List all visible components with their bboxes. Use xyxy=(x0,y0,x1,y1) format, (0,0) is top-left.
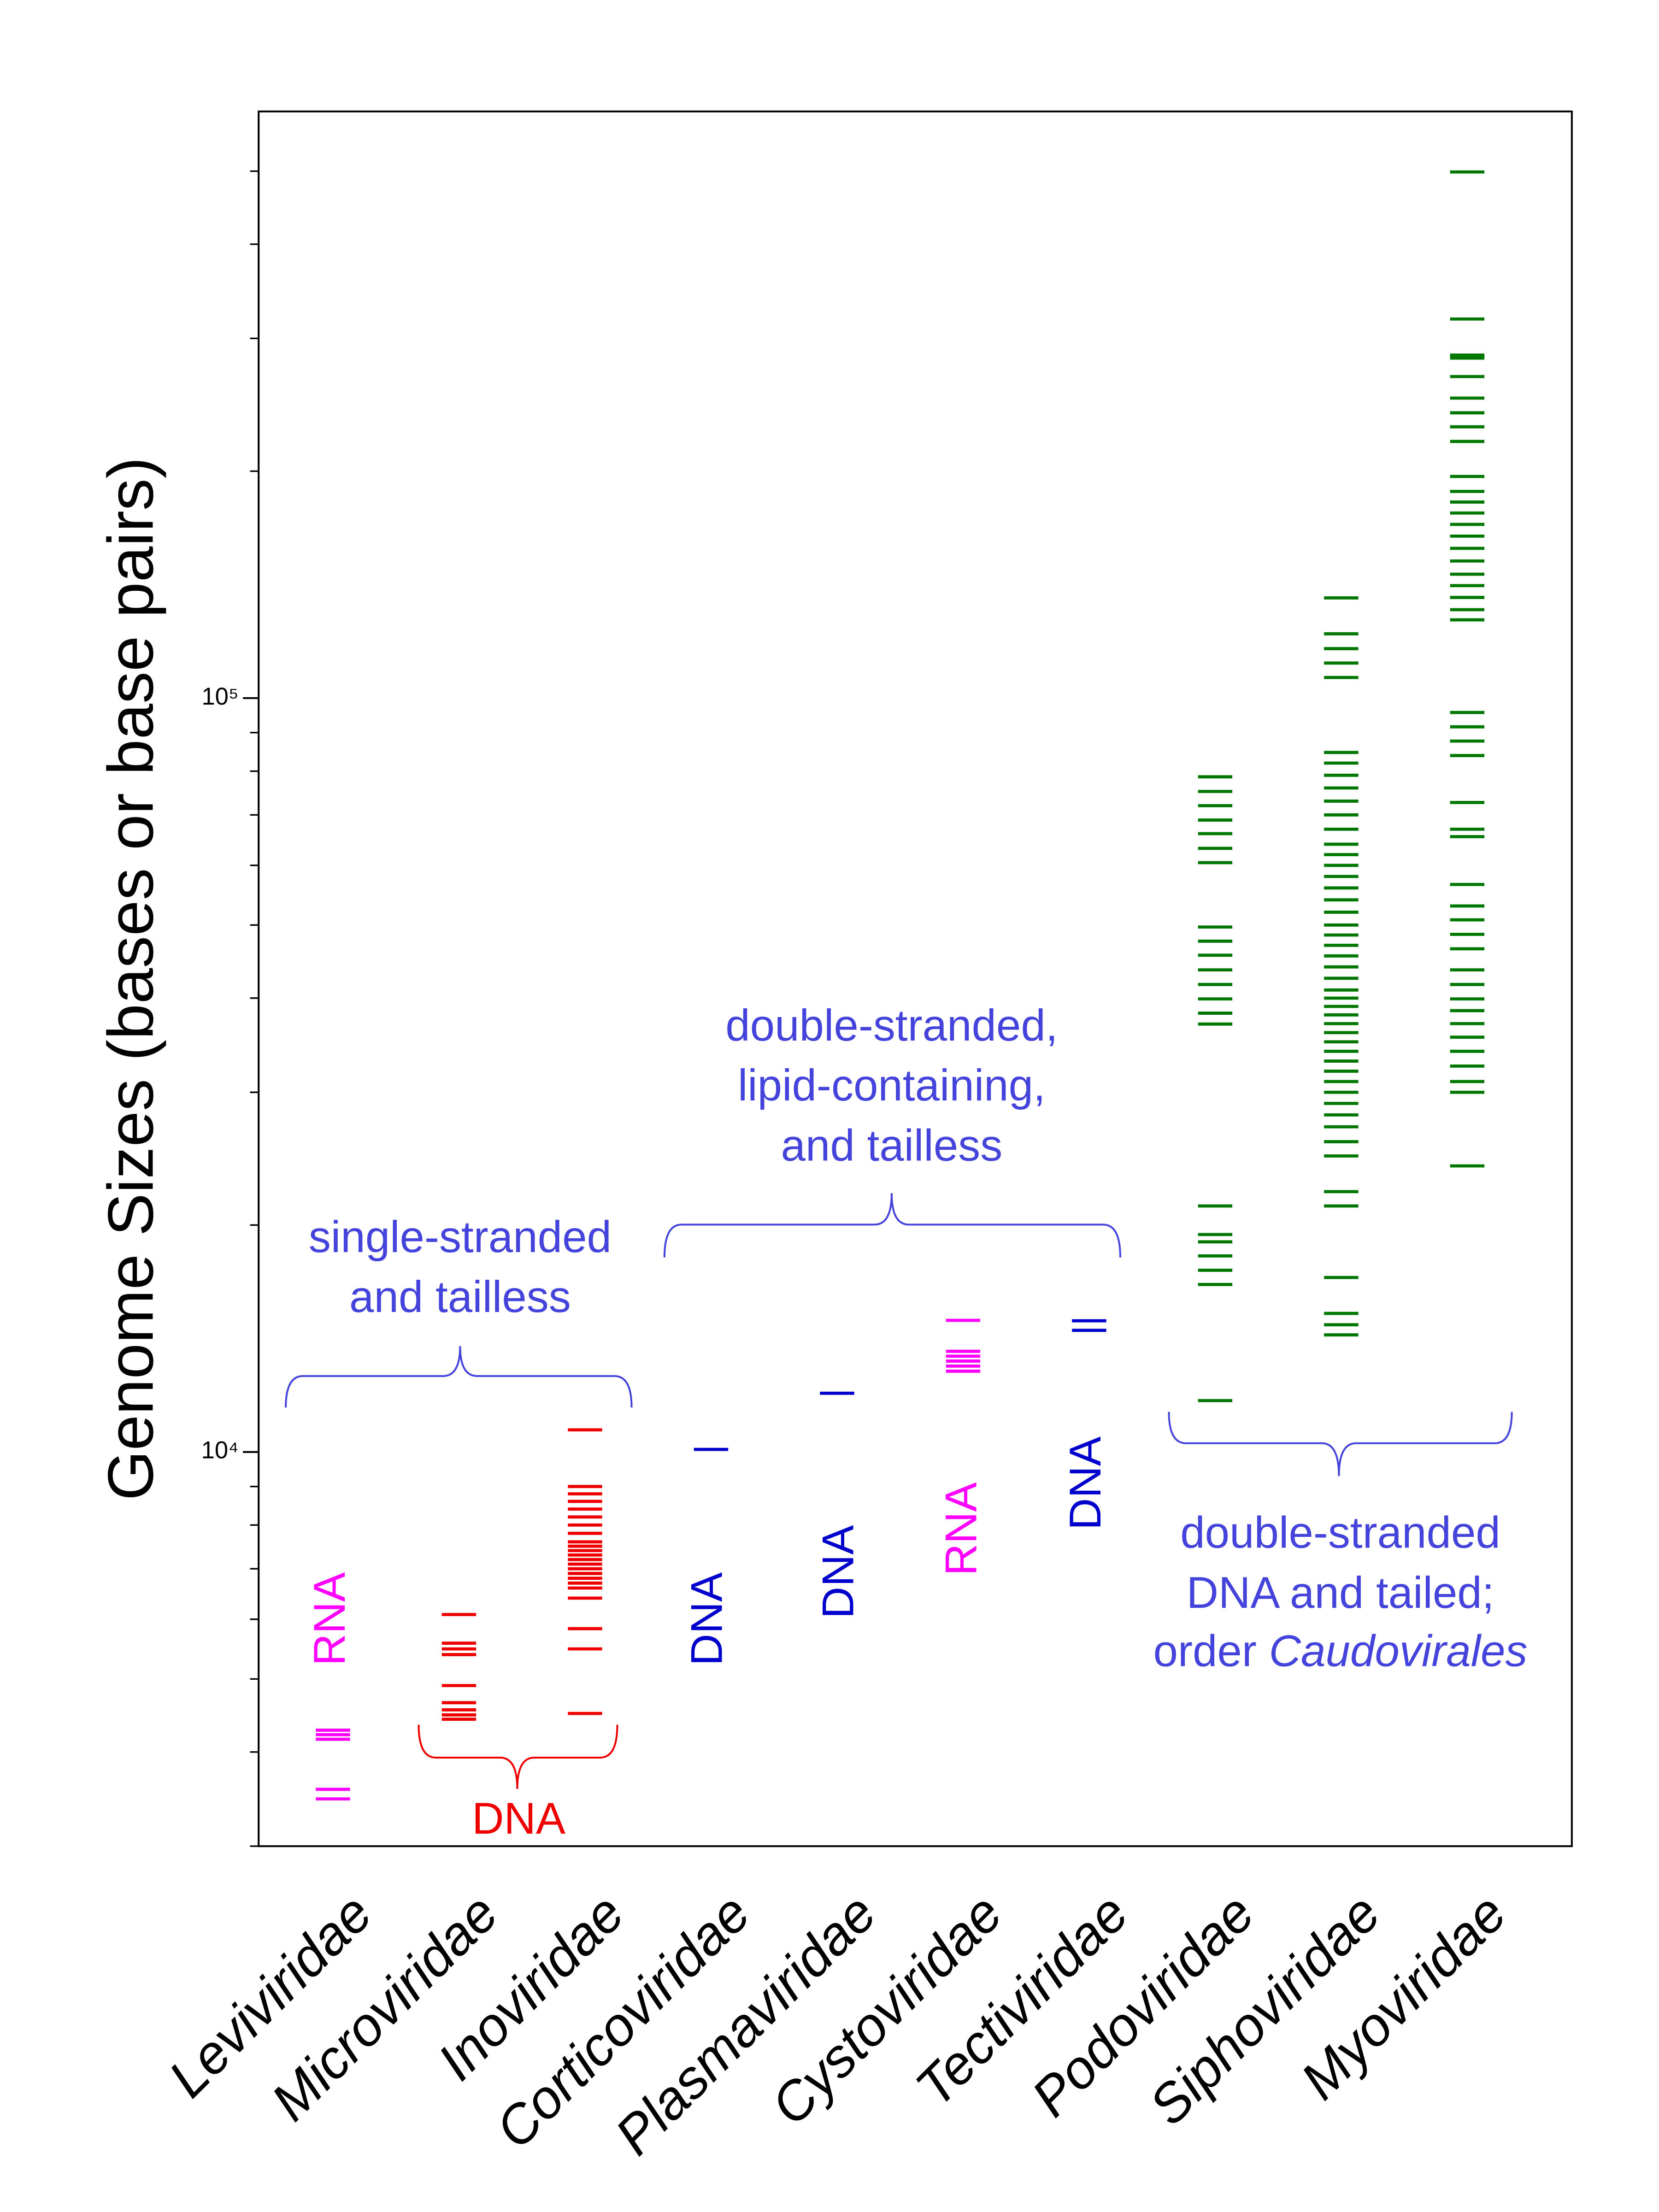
annotation: DNA xyxy=(472,1794,565,1843)
annotation-part: order xyxy=(1153,1627,1269,1676)
annotation: RNA xyxy=(936,1482,986,1576)
annotation: lipid-containing, xyxy=(738,1061,1046,1110)
annotation: order Caudovirales xyxy=(1153,1627,1528,1676)
annotation: single-stranded xyxy=(309,1212,612,1262)
y-tick-label: 10⁵ xyxy=(201,683,238,710)
annotation: DNA and tailed; xyxy=(1187,1568,1494,1618)
y-tick-label: 10⁴ xyxy=(201,1437,239,1464)
annotation-part: Caudovirales xyxy=(1269,1627,1528,1676)
brace xyxy=(663,1193,1122,1258)
annotation: DNA xyxy=(1061,1436,1110,1530)
annotation: DNA xyxy=(682,1572,731,1666)
annotation: DNA xyxy=(814,1525,863,1618)
plot-frame xyxy=(258,110,1573,1847)
annotation: double-stranded, xyxy=(725,1001,1058,1050)
brace xyxy=(418,1724,618,1789)
brace xyxy=(1168,1412,1513,1477)
annotation: double-stranded xyxy=(1180,1508,1500,1558)
brace xyxy=(285,1346,633,1408)
annotation: RNA xyxy=(305,1572,354,1666)
annotation: and tailless xyxy=(781,1121,1002,1170)
y-axis-label: Genome Sizes (bases or base pairs) xyxy=(94,457,166,1500)
annotation: and tailless xyxy=(349,1272,571,1322)
